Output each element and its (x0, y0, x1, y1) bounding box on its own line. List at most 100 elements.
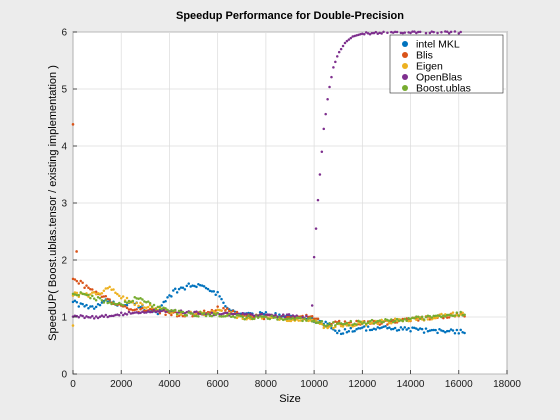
data-point (89, 297, 92, 300)
data-point (95, 306, 98, 309)
data-point (214, 294, 217, 297)
data-point (164, 300, 167, 303)
data-point (421, 315, 424, 318)
data-point (166, 309, 169, 312)
x-axis-title: Size (279, 393, 300, 405)
data-point (141, 303, 144, 306)
data-point (317, 199, 320, 202)
data-point (448, 316, 451, 319)
data-point (76, 292, 79, 295)
data-point (328, 86, 331, 89)
data-point (425, 32, 428, 35)
data-point (305, 319, 308, 322)
data-point (78, 294, 81, 297)
data-point (91, 295, 94, 298)
data-point (191, 312, 194, 315)
data-point (218, 295, 221, 298)
data-point (207, 313, 210, 316)
data-point (170, 295, 173, 298)
data-point (220, 309, 223, 312)
data-point (425, 327, 428, 330)
data-point (74, 278, 77, 281)
data-point (76, 280, 79, 283)
data-point (228, 313, 231, 316)
data-point (226, 307, 229, 310)
data-point (434, 329, 437, 332)
data-point (311, 315, 314, 318)
data-point (120, 297, 123, 300)
data-point (207, 288, 210, 291)
data-point (378, 319, 381, 322)
data-point (454, 314, 457, 317)
data-point (450, 31, 453, 33)
data-point (261, 313, 264, 316)
data-point (234, 316, 237, 319)
data-point (199, 311, 202, 314)
data-point (91, 288, 94, 291)
y-tick-label: 6 (61, 28, 67, 39)
data-point (126, 297, 128, 300)
data-point (340, 48, 343, 51)
x-tick-label: 10000 (300, 379, 328, 390)
data-point (105, 299, 108, 302)
x-tick-label: 16000 (445, 379, 473, 390)
data-point (270, 315, 273, 318)
outlier-point (75, 250, 78, 253)
data-point (216, 291, 219, 294)
data-point (186, 285, 189, 288)
data-point (78, 282, 81, 285)
data-point (456, 311, 459, 314)
legend-marker (402, 74, 408, 80)
data-point (309, 317, 312, 320)
data-point (463, 332, 466, 335)
data-point (93, 297, 96, 300)
data-point (334, 329, 337, 332)
data-point (452, 329, 455, 332)
data-point (135, 308, 138, 311)
data-point (91, 305, 94, 308)
data-point (332, 321, 335, 324)
legend-marker (402, 63, 408, 69)
data-point (195, 286, 198, 289)
data-point (313, 319, 316, 322)
data-point (384, 325, 387, 328)
data-point (247, 314, 250, 317)
data-point (336, 55, 339, 58)
data-point (317, 318, 320, 321)
data-point (241, 316, 244, 319)
data-point (99, 304, 102, 307)
outlier-point (72, 123, 75, 126)
data-point (346, 322, 349, 325)
data-point (375, 31, 378, 34)
data-point (211, 315, 214, 318)
data-point (423, 318, 426, 321)
data-point (348, 330, 351, 333)
data-point (380, 32, 383, 35)
data-point (459, 329, 462, 332)
data-point (458, 314, 461, 317)
data-point (164, 313, 167, 316)
data-point (132, 300, 135, 303)
data-point (81, 303, 84, 306)
data-point (118, 295, 121, 298)
data-point (155, 308, 158, 311)
data-point (321, 150, 324, 153)
data-point (103, 301, 106, 304)
data-point (216, 312, 219, 315)
data-point (292, 317, 295, 320)
data-point (126, 301, 128, 304)
data-point (463, 314, 466, 317)
data-point (421, 328, 424, 331)
data-point (265, 316, 268, 319)
data-point (405, 319, 408, 322)
outlier-point (72, 324, 75, 327)
data-point (363, 33, 366, 36)
data-point (203, 312, 206, 315)
y-tick-label: 1 (61, 313, 67, 324)
data-point (344, 42, 347, 45)
x-tick-label: 14000 (397, 379, 425, 390)
data-point (195, 310, 198, 313)
data-point (386, 31, 389, 34)
data-point (440, 31, 443, 34)
